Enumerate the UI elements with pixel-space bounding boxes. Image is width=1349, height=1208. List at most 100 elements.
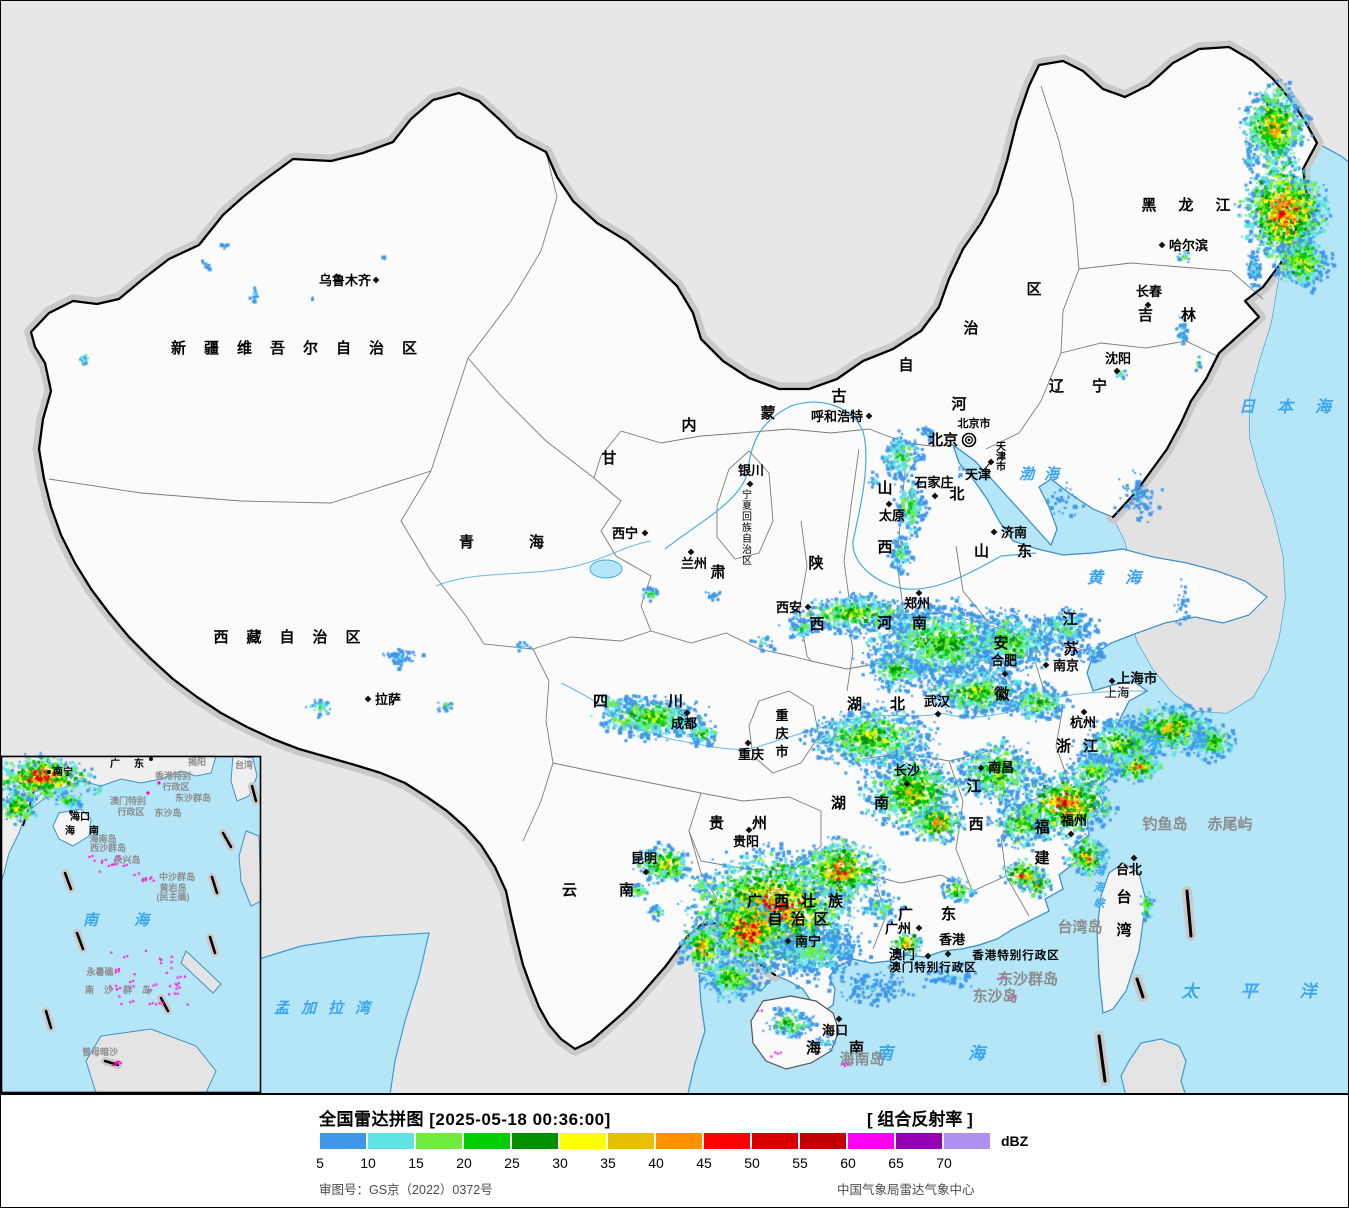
- city-label: 银川: [738, 463, 764, 478]
- legend-tick-5: 5: [316, 1155, 324, 1171]
- city-label: 广州: [885, 921, 911, 936]
- city-label: 合肥: [991, 653, 1017, 668]
- city-marker: [915, 924, 923, 932]
- city-label: 兰州: [681, 556, 707, 571]
- city-marker: [1108, 677, 1116, 685]
- city-label: 石家庄: [913, 475, 953, 490]
- province-label: 徽: [993, 685, 1010, 703]
- product-title: 全国雷达拼图 [2025-05-18 00:36:00]: [319, 1110, 611, 1129]
- city-label: 澳门: [889, 947, 915, 962]
- city-marker: [885, 500, 893, 508]
- province-label: 福: [1033, 818, 1049, 836]
- city-marker: [641, 529, 649, 537]
- legend-tick-50: 50: [744, 1155, 760, 1171]
- island-label: 东沙岛: [972, 987, 1017, 1005]
- city-marker: [835, 1015, 843, 1023]
- province-label: 治: [963, 319, 978, 337]
- province-label: 河: [951, 395, 966, 413]
- island-label: 钓鱼岛: [1142, 815, 1187, 833]
- legend-tick-35: 35: [600, 1155, 616, 1171]
- city-marker: [865, 412, 873, 420]
- legend-color-block-10: [368, 1133, 414, 1149]
- legend-color-block-15: [416, 1133, 462, 1149]
- city-marker: [784, 937, 792, 945]
- city-marker: [1067, 830, 1075, 838]
- province-label: 台: [1116, 888, 1131, 906]
- sea-label: 南海: [83, 912, 185, 929]
- province-label: 古: [831, 387, 846, 405]
- province-label: 海南: [806, 1039, 892, 1057]
- province-label: 内: [681, 416, 696, 434]
- capital-marker: [967, 438, 971, 442]
- province-label: 河南: [877, 614, 947, 632]
- city-label: 哈尔滨: [1169, 238, 1208, 253]
- province-label: 安: [993, 634, 1008, 652]
- province-label: 甘: [601, 449, 616, 467]
- city-label: 福州: [1060, 813, 1087, 828]
- province-label: 陕: [808, 554, 823, 572]
- province-label: 北京市: [958, 416, 991, 430]
- province-label: 江: [966, 777, 981, 795]
- china-radar-map: 新疆维吾尔自治区 西藏自治区 青海甘肃内蒙古自治区宁夏回族自治区陕西山西河北山东 河南…: [1, 1, 1348, 1093]
- province-label: 广东: [898, 905, 984, 923]
- sea-label: 东海: [1147, 733, 1235, 751]
- city-marker: [934, 710, 942, 718]
- city-marker: [746, 480, 754, 488]
- province-label: 肃: [710, 563, 725, 581]
- island-label: 东沙群岛: [998, 970, 1058, 988]
- city-marker: [364, 695, 372, 703]
- city-label: 郑州: [904, 596, 930, 611]
- legend-tick-45: 45: [696, 1155, 712, 1171]
- province-label: 广西壮族: [747, 892, 855, 910]
- legend-tick-30: 30: [552, 1155, 568, 1171]
- city-label: 杭州: [1070, 715, 1096, 730]
- city-label: 南宁: [795, 934, 821, 949]
- province-label: 江: [1062, 610, 1077, 628]
- legend-color-block-55: [800, 1133, 846, 1149]
- legend-color-block-70: [944, 1133, 990, 1149]
- sea-label: 黄海: [1087, 569, 1163, 587]
- colorbar-ticks: 5 10 15 20 25 30 35 40 45 50 55 60 65 70: [1, 1155, 1348, 1171]
- inset-label: 南宁: [53, 765, 73, 778]
- island-label: 曾母暗沙: [82, 1046, 118, 1057]
- city-label: 昆明: [631, 851, 657, 866]
- legend-color-block-5: [320, 1133, 366, 1149]
- legend-color-block-30: [560, 1133, 606, 1149]
- island-label: 揭阳: [188, 756, 206, 767]
- island-label: (民主礁): [157, 891, 190, 902]
- province-label: 建: [1034, 849, 1050, 867]
- island-label: 海南岛: [89, 833, 116, 844]
- legend-color-block-25: [512, 1133, 558, 1149]
- island-label: 海南岛: [839, 1050, 884, 1068]
- city-marker: [1158, 241, 1166, 249]
- city-marker: [987, 458, 995, 466]
- legend-color-block-20: [464, 1133, 510, 1149]
- province-label: 四川: [593, 693, 743, 710]
- sea-label: 孟加拉湾: [274, 999, 382, 1017]
- legend-tick-60: 60: [840, 1155, 856, 1171]
- city-label: 天津: [965, 467, 991, 482]
- city-label: 南京: [1053, 658, 1079, 673]
- city-marker: [687, 548, 695, 556]
- legend-tick-25: 25: [504, 1155, 520, 1171]
- island-label: 中沙群岛: [159, 871, 195, 882]
- city-label: 成都: [671, 716, 697, 731]
- city-label: 长春: [1136, 284, 1163, 299]
- province-label: 湖北: [847, 696, 933, 713]
- island-label: 台湾岛: [1057, 918, 1102, 936]
- city-marker: [1001, 670, 1009, 678]
- legend-color-block-45: [704, 1133, 750, 1149]
- city-label: 长沙: [894, 763, 920, 778]
- legend-tick-20: 20: [456, 1155, 472, 1171]
- city-marker: [642, 868, 650, 876]
- inset-sar-dot: [146, 791, 150, 795]
- agency-credit: 中国气象局雷达气象中心: [837, 1183, 975, 1197]
- city-marker: [977, 764, 985, 772]
- legend-tick-10: 10: [360, 1155, 376, 1171]
- province-label: 湖南: [831, 794, 917, 812]
- province-label: 蒙: [760, 404, 775, 422]
- sea-label: 渤海: [1019, 466, 1069, 483]
- legend-color-block-40: [656, 1133, 702, 1149]
